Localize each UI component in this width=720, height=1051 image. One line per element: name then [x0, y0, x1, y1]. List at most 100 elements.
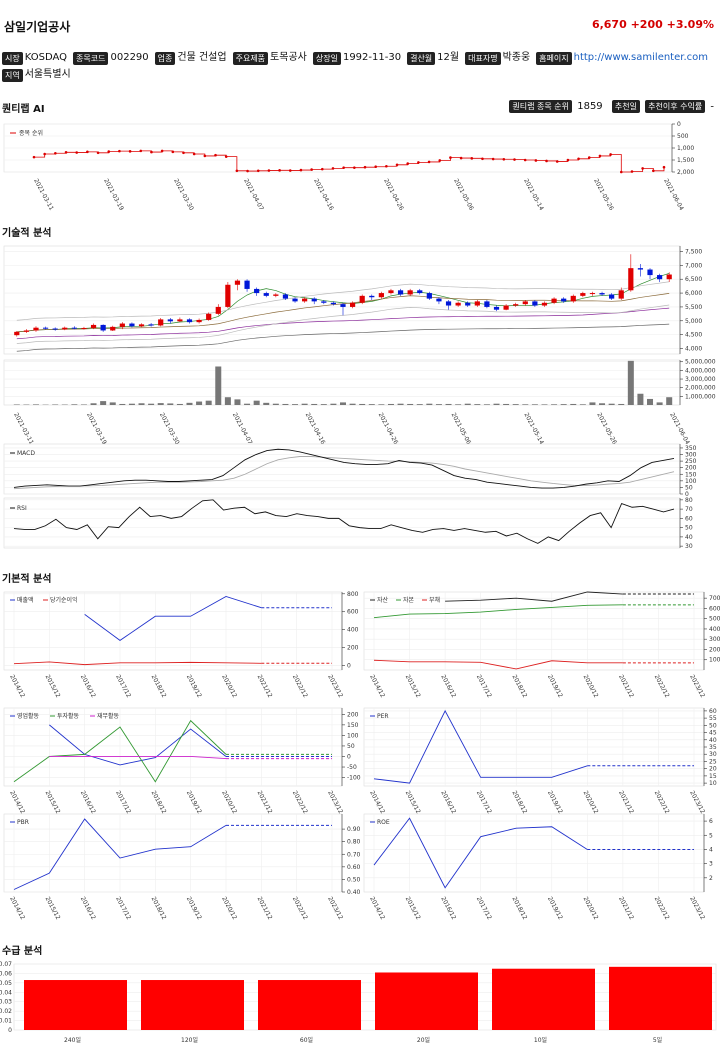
candle-body — [81, 327, 87, 329]
roe-category-label: 2015/12 — [404, 896, 422, 921]
volume-bar — [80, 404, 87, 405]
candle-body — [657, 275, 663, 280]
cashflow-category-label: 2022/12 — [291, 790, 309, 815]
rank-point — [128, 150, 132, 153]
rank-point — [171, 150, 175, 154]
candle-body — [369, 295, 375, 298]
roe-category-label: 2023/12 — [688, 896, 706, 921]
volume-bar — [627, 360, 634, 405]
sales-series-line — [13, 661, 262, 666]
roe-ytick-label: 3 — [709, 861, 713, 868]
volume-bar — [618, 403, 625, 405]
info-value: 건물 건설업 — [177, 52, 227, 63]
sales-category-label: 2018/12 — [150, 674, 168, 699]
price-date-label: 2021-05-14 — [522, 412, 545, 446]
rank-ytick-label: 0 — [677, 121, 681, 128]
price-date-label: 2021-03-19 — [85, 412, 108, 446]
roe-ytick-label: 4 — [709, 846, 713, 853]
roe-ytick-label: 5 — [709, 832, 713, 839]
volume-bar — [109, 402, 116, 405]
roe-category-label: 2022/12 — [653, 896, 671, 921]
pbr-chart: 0.40 0.50 0.60 0.70 0.80 0.90 2014/12 2015/12 20… — [3, 813, 361, 921]
rank-point — [160, 149, 164, 153]
volume-ytick-label: 5,000,000 — [685, 359, 716, 366]
sales-legend-label: 매출액 — [17, 596, 34, 604]
roe-ytick-label: 6 — [709, 818, 713, 825]
per-category-label: 2022/12 — [653, 790, 671, 815]
rank-point — [192, 152, 196, 156]
candle-body — [407, 290, 413, 295]
candle-body — [23, 330, 29, 332]
info-tag: 상장일 — [312, 51, 341, 65]
pbr-ytick-label: 0.90 — [347, 826, 361, 833]
cashflow-frame — [3, 707, 343, 787]
candle-body — [340, 304, 346, 307]
roe-category-label: 2020/12 — [582, 896, 600, 921]
candle-body — [397, 290, 404, 295]
rank-point — [513, 158, 516, 161]
homepage-link[interactable]: http://www.samilenter.com — [573, 52, 708, 63]
volume-bar — [445, 403, 452, 405]
volume-bar — [637, 393, 644, 405]
candle-body — [599, 293, 605, 295]
cashflow-legend-label: 영업활동 — [17, 712, 40, 720]
rank-point — [577, 157, 580, 161]
rec-date-tag: 추천일 — [611, 100, 640, 113]
band-upper — [16, 281, 670, 321]
candle-body — [33, 327, 39, 331]
supply-ytick-label: 0.01 — [0, 1018, 12, 1025]
rank-point — [385, 164, 388, 168]
sales-ytick-label: 800 — [347, 591, 359, 598]
volume-bar — [503, 403, 510, 405]
balance-category-label: 2018/12 — [510, 674, 528, 699]
sales-ytick-label: 400 — [347, 627, 359, 634]
per-category-label: 2020/12 — [582, 790, 600, 815]
price-ytick-label: 5,000 — [685, 318, 702, 325]
sales-series-line — [84, 595, 262, 641]
supply-category-label: 20일 — [417, 1036, 430, 1044]
macd-ytick-label: 100 — [685, 478, 697, 485]
roe-category-label: 2017/12 — [475, 896, 493, 921]
price-ytick-label: 6,500 — [685, 276, 702, 283]
price-date-label: 2021-03-30 — [158, 412, 181, 446]
balance-ytick-label: 200 — [709, 646, 720, 653]
return-value: - — [710, 101, 714, 113]
volume-ytick-label: 4,000,000 — [685, 367, 716, 374]
per-ytick-label: 10 — [709, 780, 717, 787]
cashflow-ytick-label: 200 — [347, 711, 359, 718]
candle-body — [292, 298, 298, 302]
supply-ytick-label: 0 — [8, 1027, 12, 1034]
volume-bar — [541, 404, 548, 405]
candle-body — [321, 301, 327, 303]
volume-bar — [234, 399, 241, 405]
volume-bar — [387, 403, 394, 405]
rank-point — [214, 153, 217, 157]
cashflow-category-label: 2014/12 — [8, 790, 26, 815]
info-tag: 홈페이지 — [536, 51, 572, 65]
volume-bar — [560, 404, 567, 405]
rank-point — [619, 170, 623, 174]
balance-category-label: 2022/12 — [653, 674, 671, 699]
rank-point — [481, 157, 484, 161]
volume-ytick-label: 1,000,000 — [685, 393, 716, 400]
supply-category-label: 120일 — [181, 1036, 198, 1044]
volume-bar — [52, 404, 59, 405]
supply-category-label: 5일 — [653, 1036, 662, 1044]
section-fund-title: 기본적 분석 — [2, 574, 52, 585]
candle-body — [119, 323, 125, 327]
rank-point — [598, 154, 602, 158]
candle-body — [455, 302, 461, 306]
rank-point — [555, 160, 559, 163]
rank-date-label: 2021-03-30 — [172, 178, 195, 212]
cashflow-ytick-label: 150 — [347, 722, 359, 729]
balance-series-line — [373, 659, 623, 670]
rank-point — [246, 169, 249, 173]
candle-body — [244, 280, 250, 289]
balance-series-line — [373, 604, 623, 619]
cashflow-category-label: 2021/12 — [256, 790, 274, 815]
info-value: 1992-11-30 — [342, 52, 402, 63]
volume-bar — [416, 404, 423, 405]
sales-category-label: 2023/12 — [326, 674, 344, 699]
rank-point — [331, 167, 335, 170]
candle-body — [110, 326, 116, 331]
